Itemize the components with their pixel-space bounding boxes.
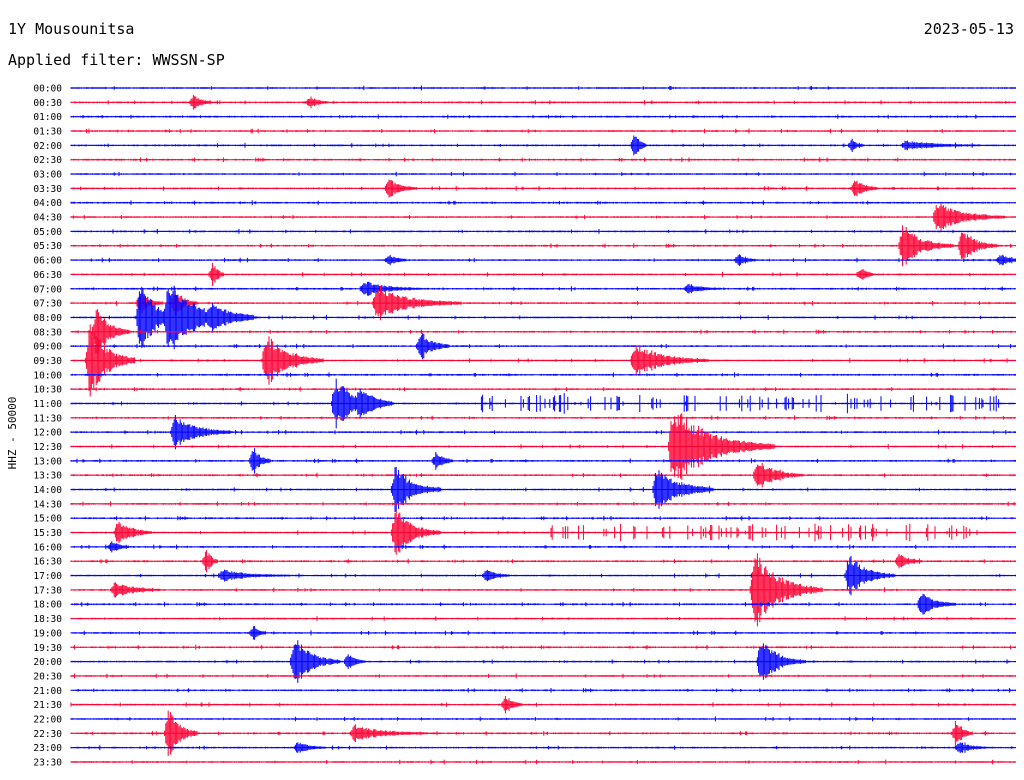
row-time-label: 22:30: [33, 729, 62, 740]
seismogram-trace: [70, 555, 1016, 596]
seismogram-trace: [70, 413, 1016, 480]
seismogram-trace: [70, 254, 1016, 266]
row-time-label: 12:30: [33, 442, 62, 453]
row-time-label: 18:00: [33, 600, 62, 611]
seismogram-trace: [70, 378, 1016, 429]
row-time-label: 19:30: [33, 643, 62, 654]
seismogram-trace: [70, 541, 1016, 553]
row-time-label: 23:00: [33, 743, 62, 754]
seismogram-trace: [70, 386, 1016, 392]
row-time-label: 01:30: [33, 127, 62, 138]
seismogram-trace: [70, 114, 1016, 119]
seismogram-trace: [70, 285, 1016, 350]
row-time-label: 09:00: [33, 342, 62, 353]
row-time-label: 18:30: [33, 614, 62, 625]
seismogram-trace: [70, 550, 1016, 573]
row-time-label: 14:00: [33, 485, 62, 496]
seismogram-trace: [70, 710, 1016, 756]
seismogram-trace: [70, 553, 1016, 627]
seismogram-trace: [70, 415, 1016, 450]
seismogram-trace: [70, 644, 1016, 650]
seismogram-trace: [70, 157, 1016, 163]
seismogram-trace: [70, 593, 1016, 615]
row-time-label: 21:00: [33, 686, 62, 697]
row-time-label: 02:30: [33, 155, 62, 166]
row-time-label: 04:00: [33, 198, 62, 209]
row-time-label: 23:30: [33, 757, 62, 768]
row-time-label: 21:30: [33, 700, 62, 711]
row-time-label: 13:00: [33, 456, 62, 467]
row-time-label: 15:30: [33, 528, 62, 539]
row-time-label: 20:30: [33, 671, 62, 682]
seismogram-trace: [70, 200, 1016, 206]
row-time-label: 17:00: [33, 571, 62, 582]
row-time-label: 10:00: [33, 370, 62, 381]
seismogram-trace: [70, 333, 1016, 360]
seismogram-trace: [70, 467, 1016, 513]
seismogram-trace: [70, 135, 1016, 156]
seismogram-trace: [70, 85, 1016, 91]
row-time-label: 07:00: [33, 284, 62, 295]
row-time-label: 15:00: [33, 514, 62, 525]
row-time-label: 22:00: [33, 714, 62, 725]
seismogram-trace: [70, 759, 1016, 765]
date-label: 2023-05-13: [923, 20, 1014, 38]
seismogram-trace: [70, 640, 1016, 683]
seismogram-trace: [70, 203, 1016, 231]
seismogram-trace: [70, 309, 1016, 355]
row-time-label: 04:30: [33, 213, 62, 224]
row-time-label: 05:30: [33, 241, 62, 252]
seismogram-trace: [70, 462, 1016, 488]
row-time-label: 02:00: [33, 141, 62, 152]
seismogram-trace: [70, 696, 1016, 714]
row-time-label: 03:00: [33, 170, 62, 181]
row-time-label: 14:30: [33, 499, 62, 510]
row-time-label: 11:00: [33, 399, 62, 410]
row-time-label: 07:30: [33, 299, 62, 310]
seismogram-trace: [70, 742, 1016, 753]
row-time-label: 05:00: [33, 227, 62, 238]
station-title: 1Y Mousounitsa: [8, 20, 135, 38]
row-time-label: 13:30: [33, 471, 62, 482]
seismogram-trace: [70, 225, 1016, 267]
row-time-label: 20:00: [33, 657, 62, 668]
row-time-label: 10:30: [33, 385, 62, 396]
seismogram-trace: [70, 372, 1016, 378]
row-time-label: 08:00: [33, 313, 62, 324]
seismogram-trace: [70, 324, 1016, 397]
row-time-label: 03:30: [33, 184, 62, 195]
seismogram-trace: [70, 171, 1016, 177]
seismogram-trace: [70, 716, 1016, 722]
row-time-label: 00:00: [33, 84, 62, 95]
seismogram-trace: [70, 515, 1016, 521]
row-time-label: 16:00: [33, 542, 62, 553]
seismogram-trace: [70, 415, 1016, 421]
seismogram-trace: [70, 616, 1016, 621]
seismogram-trace: [70, 501, 1016, 507]
row-time-label: 06:30: [33, 270, 62, 281]
row-time-label: 11:30: [33, 413, 62, 424]
row-time-label: 19:00: [33, 628, 62, 639]
seismogram-trace: [70, 281, 1016, 296]
seismogram-trace: [70, 626, 1016, 640]
row-time-label: 09:30: [33, 356, 62, 367]
seismogram-trace: [70, 179, 1016, 198]
seismogram-trace: [70, 128, 1016, 134]
row-time-label: 06:00: [33, 256, 62, 267]
row-time-label: 08:30: [33, 327, 62, 338]
seismogram-trace: [70, 673, 1016, 679]
seismogram-trace: [70, 229, 1016, 234]
seismogram-trace: [70, 510, 1016, 555]
row-time-label: 00:30: [33, 98, 62, 109]
seismogram-trace: [70, 262, 1016, 287]
row-time-label: 12:00: [33, 428, 62, 439]
row-time-label: 01:00: [33, 112, 62, 123]
row-time-label: 16:30: [33, 557, 62, 568]
seismogram-trace: [70, 448, 1016, 474]
seismogram-trace: [70, 688, 1016, 693]
seismogram-trace: [70, 94, 1016, 110]
filter-label: Applied filter: WWSSN-SP: [8, 51, 225, 69]
row-time-label: 17:30: [33, 585, 62, 596]
